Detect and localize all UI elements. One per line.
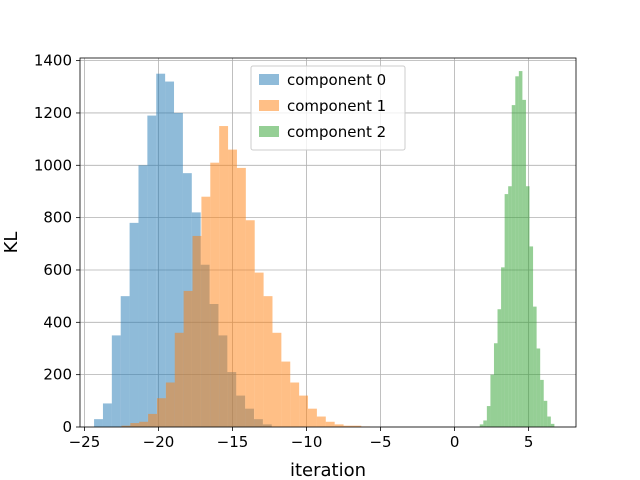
histogram-bar-component-1 [308, 408, 317, 427]
histogram-bar-component-1 [325, 421, 335, 427]
histogram-bar-component-1 [219, 126, 229, 428]
x-tick-label: −15 [217, 433, 249, 451]
histogram-bar-component-0 [120, 296, 130, 427]
y-axis-ticks: 0 200 400 600 800 1000 1200 1400 [34, 52, 80, 436]
histogram-bar-component-1 [290, 382, 300, 427]
histogram-bar-component-1 [236, 167, 246, 427]
histogram-bar-component-2 [525, 186, 530, 427]
histogram-bar-component-1 [174, 332, 184, 427]
histogram-bar-component-2 [536, 348, 541, 427]
y-tick-label: 0 [62, 418, 72, 436]
histogram-bar-component-2 [479, 424, 484, 427]
x-axis-label: iteration [290, 460, 366, 480]
histogram-bar-component-2 [543, 400, 548, 427]
histogram-bar-component-0 [94, 419, 103, 427]
histogram-bar-component-2 [547, 416, 551, 427]
x-tick-label: 5 [524, 433, 534, 451]
histogram-bar-component-1 [343, 425, 353, 427]
histogram-bar-component-1 [183, 290, 193, 427]
y-tick-label: 1000 [34, 156, 72, 174]
legend-box [250, 65, 406, 151]
histogram-bar-component-2 [486, 406, 491, 427]
histogram-bar-component-1 [281, 361, 291, 427]
histogram-bar-component-2 [550, 423, 555, 427]
histogram-bar-component-2 [508, 186, 512, 427]
histogram-bar-component-2 [497, 309, 502, 427]
y-tick-label: 1200 [34, 104, 72, 122]
histogram-bar-component-2 [511, 105, 516, 427]
histogram-bar-component-2 [490, 374, 494, 427]
histogram-bar-component-0 [165, 81, 175, 427]
x-tick-label: −10 [291, 433, 323, 451]
x-tick-label: −20 [143, 433, 175, 451]
x-tick-label: −5 [369, 433, 391, 451]
legend-label: component 2 [287, 123, 386, 141]
histogram-bar-component-2 [522, 99, 526, 427]
histogram-bar-component-1 [121, 425, 131, 427]
histogram-bar-component-1 [130, 423, 140, 427]
histogram-bar-component-2 [540, 379, 544, 427]
plot-frame [79, 57, 577, 428]
histogram-bar-component-1 [210, 162, 220, 427]
legend-label: component 1 [287, 97, 386, 115]
legend-swatch [259, 100, 279, 111]
histogram-bar-component-2 [533, 306, 537, 427]
histogram-bar-component-0 [129, 222, 139, 427]
histogram-bar-component-1 [148, 413, 157, 427]
histogram-bar-component-2 [483, 420, 487, 427]
histogram-bars [94, 71, 555, 428]
y-axis-label: KL [1, 232, 22, 254]
histogram-bar-component-1 [334, 424, 344, 427]
legend-swatch [259, 126, 279, 137]
y-tick-label: 200 [43, 366, 72, 384]
y-tick-label: 800 [43, 209, 72, 227]
y-tick-label: 600 [43, 261, 72, 279]
histogram-bar-component-2 [518, 71, 523, 427]
histogram-bar-component-0 [102, 403, 112, 427]
histogram-bar-component-1 [272, 332, 282, 427]
x-tick-label: 0 [450, 433, 460, 451]
histogram-bar-component-1 [192, 235, 202, 427]
histogram-bar-component-1 [299, 395, 309, 427]
histogram-bar-component-1 [201, 196, 211, 427]
y-tick-label: 400 [43, 313, 72, 331]
histogram-bar-component-1 [165, 382, 175, 427]
histogram-bar-component-0 [111, 335, 121, 427]
histogram-bar-component-1 [254, 272, 264, 427]
histogram-bar-component-2 [493, 343, 498, 427]
histogram-bar-component-1 [245, 220, 255, 427]
histogram-bar-component-1 [316, 416, 326, 427]
histogram-bar-component-1 [352, 425, 362, 427]
histogram-bar-component-0 [138, 165, 148, 428]
x-tick-label: −25 [69, 433, 101, 451]
histogram-bar-component-2 [504, 194, 509, 427]
y-tick-label: 1400 [34, 52, 72, 70]
histogram-bar-component-1 [228, 149, 237, 427]
x-axis-ticks: −25 −20 −15 −10 −5 0 5 [69, 427, 534, 451]
histogram-bar-component-2 [529, 246, 534, 427]
histogram-bar-component-0 [174, 112, 183, 427]
histogram-bar-component-2 [515, 76, 519, 427]
legend-label: component 0 [287, 71, 386, 89]
histogram-bar-component-2 [501, 267, 505, 427]
histogram-bar-component-1 [156, 398, 166, 427]
histogram-bar-component-0 [156, 73, 166, 428]
histogram-bar-component-1 [263, 296, 273, 427]
histogram-bar-component-0 [147, 115, 157, 428]
legend-swatch [259, 74, 279, 85]
legend: component 0 component 1 component 2 [250, 65, 406, 151]
histogram-bar-component-1 [139, 421, 149, 427]
